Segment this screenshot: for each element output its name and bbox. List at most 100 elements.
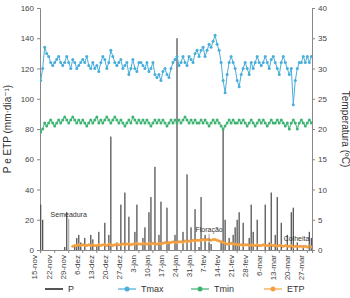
tick: 120 [21, 65, 40, 74]
tick-label: 160 [21, 4, 35, 13]
bar [186, 174, 187, 250]
tick-mark [37, 159, 40, 160]
legend-label: Tmax [141, 284, 164, 294]
bar [190, 227, 191, 250]
marker [109, 121, 112, 124]
marker [234, 67, 237, 70]
bar [150, 197, 151, 250]
marker [143, 121, 146, 124]
tick-label: 14-fev [213, 255, 222, 277]
bar [130, 250, 131, 251]
legend-marker [271, 287, 276, 292]
marker [169, 118, 172, 121]
line [41, 35, 312, 105]
bar [307, 250, 308, 251]
marker [167, 121, 170, 124]
bar [271, 193, 272, 250]
bar [144, 227, 145, 250]
tick-mark [279, 250, 280, 253]
marker [91, 121, 94, 124]
legend-swatch [45, 288, 63, 290]
tick: 3-jan [129, 250, 139, 273]
marker [188, 55, 191, 58]
marker [198, 121, 201, 124]
tick-label: 140 [21, 34, 35, 43]
marker [81, 58, 84, 61]
marker [49, 118, 52, 121]
marker [184, 61, 187, 64]
bar [114, 250, 115, 251]
marker [304, 124, 307, 127]
legend: PTmaxTminETP [45, 284, 305, 294]
tick: 13-mar [269, 250, 279, 280]
marker [61, 64, 64, 67]
marker [184, 115, 187, 118]
marker [115, 64, 118, 67]
marker [149, 124, 152, 127]
marker [171, 121, 174, 124]
marker [238, 85, 241, 88]
marker [153, 118, 156, 121]
marker [190, 58, 193, 61]
marker [157, 73, 160, 76]
marker [230, 121, 233, 124]
marker [169, 67, 172, 70]
bar [134, 232, 135, 250]
tick-label: 20 [25, 216, 34, 225]
tick: 21-fev [227, 250, 237, 277]
bar [116, 242, 117, 250]
bar [70, 250, 71, 251]
bar [174, 235, 175, 250]
line [73, 239, 312, 247]
marker [296, 128, 299, 131]
legend-item: ETP [264, 284, 305, 294]
marker [47, 55, 50, 58]
marker [47, 121, 50, 124]
tick-label: 100 [21, 95, 35, 104]
marker [186, 118, 189, 121]
marker [133, 67, 136, 70]
bar [52, 250, 53, 251]
legend-label: ETP [287, 284, 305, 294]
marker [216, 43, 219, 46]
marker [71, 58, 74, 61]
annotation-line [209, 234, 210, 250]
bar [255, 250, 256, 251]
tick-mark [37, 69, 40, 70]
marker [53, 61, 56, 64]
tick-label: 17-jan [157, 255, 166, 277]
bar [224, 220, 225, 250]
tick-label: 0 [318, 246, 323, 255]
tick-mark [37, 99, 40, 100]
tick-label: 13-mar [269, 255, 278, 281]
tick-mark [312, 159, 315, 160]
bar [265, 205, 266, 250]
bar [80, 242, 81, 250]
axis-line [41, 251, 313, 254]
bar [128, 217, 129, 250]
marker [246, 124, 249, 127]
bar [232, 235, 233, 250]
bar [142, 238, 143, 250]
marker [238, 118, 241, 121]
marker [79, 121, 82, 124]
marker [97, 70, 100, 73]
legend-item: Tmin [191, 284, 234, 294]
marker [264, 121, 267, 124]
marker [270, 58, 273, 61]
marker [135, 121, 138, 124]
bar [84, 238, 85, 250]
marker [113, 61, 116, 64]
tick: 24-jan [171, 250, 181, 277]
marker [218, 121, 221, 124]
bar [285, 250, 286, 251]
tick: 7-fev [199, 250, 209, 273]
marker [228, 61, 231, 64]
tick-mark [312, 220, 315, 221]
bar [138, 250, 139, 251]
tick-mark [293, 250, 294, 253]
bar [257, 220, 258, 250]
marker [155, 121, 158, 124]
bar [184, 250, 185, 251]
marker [171, 61, 174, 64]
